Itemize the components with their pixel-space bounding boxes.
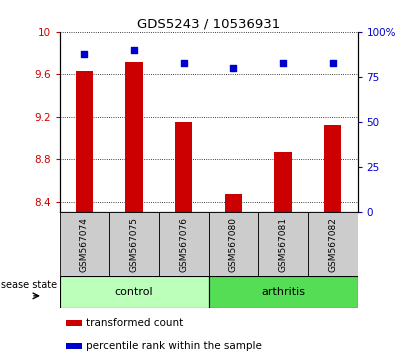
Bar — [76, 71, 93, 212]
Point — [330, 60, 336, 65]
Point — [230, 65, 237, 71]
Bar — [225, 194, 242, 212]
Bar — [175, 122, 192, 212]
Point — [131, 47, 137, 53]
Point — [280, 60, 286, 65]
Bar — [60, 212, 109, 276]
Title: GDS5243 / 10536931: GDS5243 / 10536931 — [137, 18, 280, 31]
Bar — [159, 212, 208, 276]
Point — [81, 51, 88, 56]
Text: arthritis: arthritis — [261, 287, 305, 297]
Bar — [275, 152, 292, 212]
Bar — [109, 212, 159, 276]
Text: GSM567074: GSM567074 — [80, 217, 89, 272]
Text: disease state: disease state — [0, 280, 58, 290]
Text: GSM567076: GSM567076 — [179, 217, 188, 272]
Text: transformed count: transformed count — [86, 318, 184, 328]
Bar — [308, 212, 358, 276]
Bar — [208, 212, 258, 276]
Bar — [65, 343, 82, 349]
Bar — [65, 320, 82, 326]
Text: GSM567082: GSM567082 — [328, 217, 337, 272]
Text: control: control — [115, 287, 153, 297]
Point — [180, 60, 187, 65]
Bar — [60, 276, 209, 308]
Bar — [258, 212, 308, 276]
Text: GSM567075: GSM567075 — [129, 217, 139, 272]
Text: GSM567080: GSM567080 — [229, 217, 238, 272]
Text: percentile rank within the sample: percentile rank within the sample — [86, 341, 262, 351]
Bar — [324, 125, 342, 212]
Bar — [208, 276, 358, 308]
Text: GSM567081: GSM567081 — [279, 217, 288, 272]
Bar — [125, 62, 143, 212]
